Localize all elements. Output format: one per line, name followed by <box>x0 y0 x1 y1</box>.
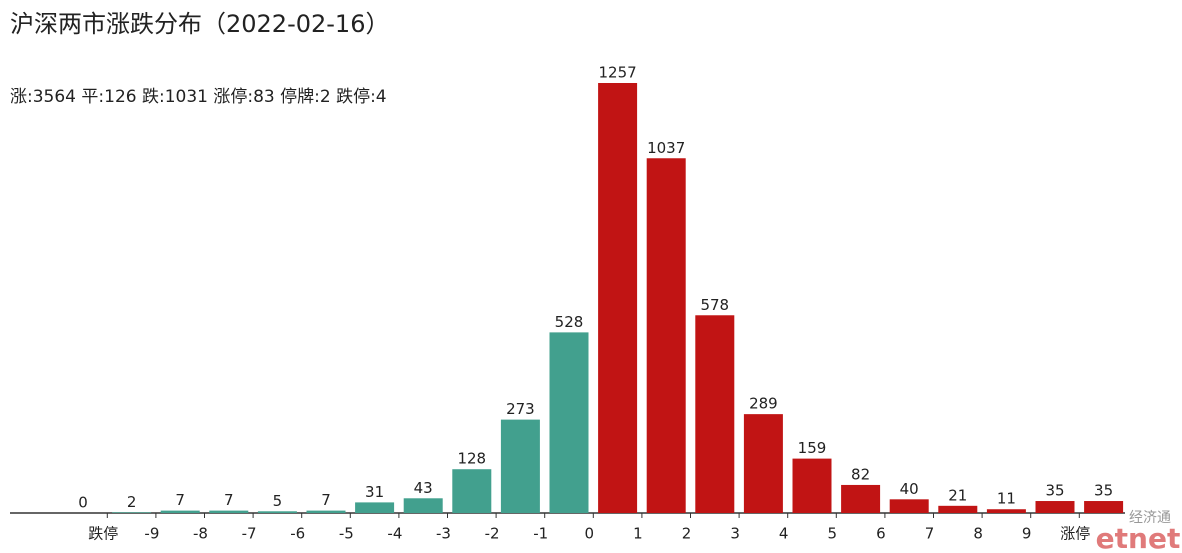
chart-title: 沪深两市涨跌分布（2022-02-16） <box>10 10 389 38</box>
value-label: 273 <box>506 400 535 418</box>
x-tick-label: 1 <box>633 525 643 543</box>
bar <box>743 414 783 513</box>
x-tick-label: -2 <box>485 525 500 543</box>
bar <box>306 510 346 513</box>
value-label: 11 <box>997 490 1016 508</box>
value-label: 528 <box>555 313 584 331</box>
x-tick-label: 跌停 <box>88 525 118 543</box>
x-tick-label: 3 <box>730 525 740 543</box>
value-label: 289 <box>749 395 778 413</box>
watermark-en: etnet <box>1096 522 1181 553</box>
x-tick-label: 涨停 <box>1060 525 1090 543</box>
bar <box>889 499 929 513</box>
value-label: 82 <box>851 465 870 483</box>
value-label: 159 <box>798 439 827 457</box>
value-label: 1037 <box>647 139 685 157</box>
value-label: 5 <box>273 492 283 510</box>
x-tick-label: 2 <box>682 525 692 543</box>
bar <box>695 315 735 513</box>
x-tick-label: 4 <box>779 525 789 543</box>
bar <box>209 510 249 513</box>
bar <box>598 83 638 513</box>
x-tick-label: 0 <box>585 525 595 543</box>
value-label: 31 <box>365 483 384 501</box>
bar <box>500 419 540 513</box>
bar <box>986 509 1026 513</box>
x-tick-label: -3 <box>436 525 451 543</box>
x-tick-label: -8 <box>193 525 208 543</box>
value-label: 578 <box>700 296 729 314</box>
value-label: 0 <box>78 494 88 512</box>
value-label: 43 <box>414 479 433 497</box>
value-label: 1257 <box>599 64 637 82</box>
bar <box>646 158 686 513</box>
x-tick-label: -4 <box>387 525 402 543</box>
value-label: 7 <box>321 491 331 509</box>
bar <box>792 458 832 513</box>
x-tick-label: -5 <box>339 525 354 543</box>
bar <box>1035 501 1075 513</box>
x-tick-label: -9 <box>144 525 159 543</box>
x-tick-label: 9 <box>1022 525 1032 543</box>
chart-subtitle: 涨:3564 平:126 跌:1031 涨停:83 停牌:2 跌停:4 <box>10 87 387 107</box>
value-label: 35 <box>1045 482 1064 500</box>
x-tick-label: 7 <box>925 525 935 543</box>
value-label: 128 <box>457 450 486 468</box>
x-tick-label: 6 <box>876 525 886 543</box>
bar <box>355 502 395 513</box>
value-label: 35 <box>1094 482 1113 500</box>
bar <box>452 469 492 513</box>
x-tick-label: -7 <box>242 525 257 543</box>
bar <box>938 505 978 513</box>
value-label: 2 <box>127 493 137 511</box>
bar <box>403 498 443 513</box>
value-label: 21 <box>948 486 967 504</box>
value-label: 40 <box>900 480 919 498</box>
watermark-cn: 经济通 <box>1129 510 1171 526</box>
value-label: 7 <box>224 491 234 509</box>
value-label: 7 <box>175 491 185 509</box>
bar <box>257 511 297 513</box>
bar <box>112 512 152 513</box>
bar <box>841 484 881 513</box>
bar <box>1084 501 1124 513</box>
bar <box>160 510 200 513</box>
x-tick-label: -1 <box>533 525 548 543</box>
x-tick-label: 5 <box>828 525 838 543</box>
x-tick-label: 8 <box>973 525 983 543</box>
x-tick-label: -6 <box>290 525 305 543</box>
bar <box>549 332 589 513</box>
